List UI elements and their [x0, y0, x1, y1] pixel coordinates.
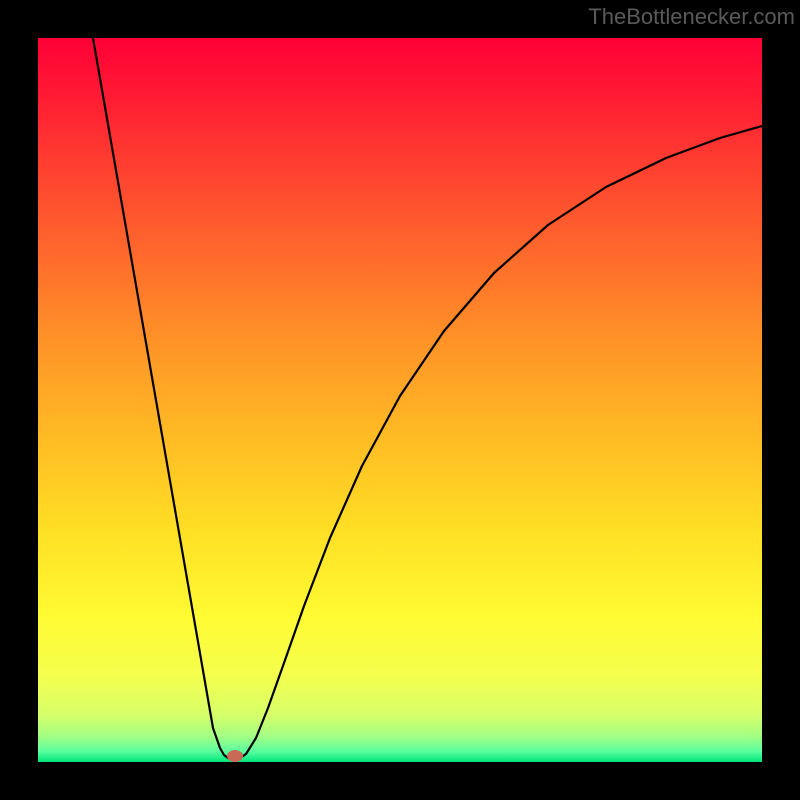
watermark-text: TheBottlenecker.com — [588, 4, 795, 30]
chart-stage: TheBottlenecker.com — [0, 0, 800, 800]
plot-area — [38, 38, 762, 762]
optimum-marker — [227, 750, 243, 762]
bottleneck-curve — [38, 38, 762, 762]
